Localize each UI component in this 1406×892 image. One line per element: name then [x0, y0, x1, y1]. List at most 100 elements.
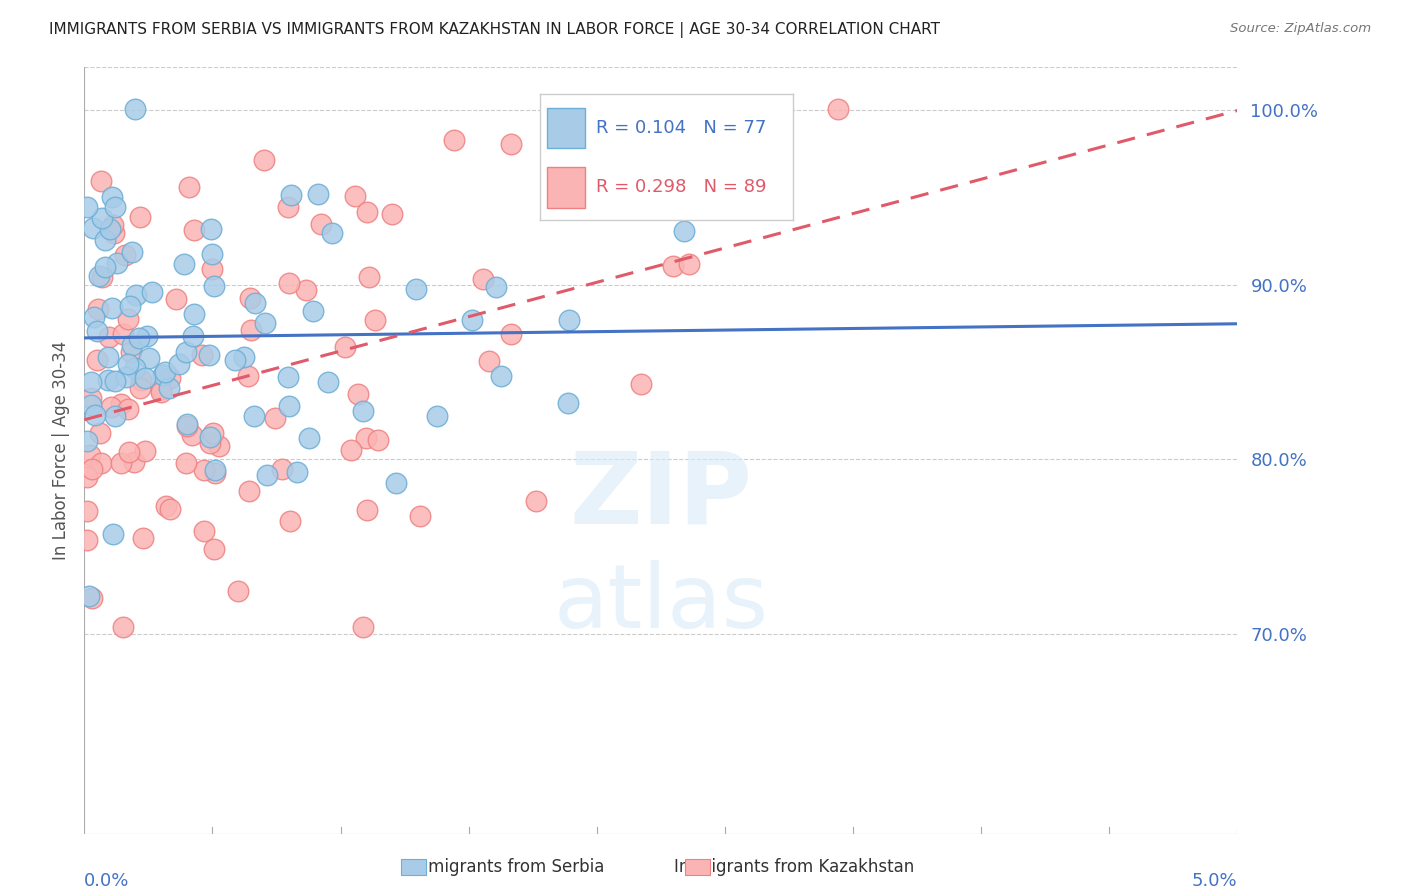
Point	[117, 402, 139, 417]
Point	[79, 448, 101, 462]
Point	[134, 371, 156, 385]
Text: Immigrants from Serbia: Immigrants from Serbia	[408, 858, 605, 876]
Point	[678, 257, 700, 271]
Point	[121, 337, 143, 351]
Point	[461, 313, 484, 327]
Point	[174, 344, 197, 359]
Point	[80, 398, 103, 412]
Point	[232, 350, 254, 364]
Point	[253, 153, 276, 167]
Point	[118, 299, 141, 313]
Point	[201, 261, 224, 276]
Point	[77, 589, 100, 603]
Point	[174, 456, 197, 470]
Point	[501, 326, 523, 341]
Point	[165, 293, 187, 307]
Point	[409, 508, 432, 523]
Point	[238, 484, 260, 499]
Point	[381, 207, 404, 221]
Point	[333, 339, 356, 353]
Point	[159, 501, 181, 516]
Point	[98, 330, 121, 344]
Point	[157, 381, 180, 395]
Point	[159, 370, 181, 384]
Point	[91, 270, 114, 285]
Point	[167, 357, 190, 371]
Point	[197, 347, 219, 361]
Point	[558, 312, 581, 326]
Point	[82, 462, 104, 476]
Point	[190, 348, 212, 362]
Point	[76, 434, 98, 448]
Point	[344, 188, 367, 202]
Point	[105, 256, 128, 270]
Point	[239, 292, 262, 306]
Point	[253, 317, 276, 331]
Point	[153, 365, 176, 379]
Point	[117, 311, 139, 326]
Point	[321, 227, 343, 241]
Text: 0.0%: 0.0%	[84, 872, 129, 890]
Point	[94, 260, 117, 274]
Point	[202, 278, 225, 293]
Point	[405, 281, 427, 295]
Point	[277, 200, 299, 214]
Point	[124, 102, 146, 116]
Point	[352, 404, 374, 418]
Point	[101, 218, 124, 232]
Bar	[401, 859, 426, 875]
Point	[89, 457, 111, 471]
Point	[295, 283, 318, 297]
Point	[76, 533, 98, 548]
Point	[243, 296, 266, 310]
Point	[236, 368, 259, 383]
Point	[202, 425, 225, 440]
Text: atlas: atlas	[553, 560, 769, 648]
Point	[129, 381, 152, 395]
Point	[307, 187, 329, 202]
Text: IMMIGRANTS FROM SERBIA VS IMMIGRANTS FROM KAZAKHSTAN IN LABOR FORCE | AGE 30-34 : IMMIGRANTS FROM SERBIA VS IMMIGRANTS FRO…	[49, 22, 941, 38]
Point	[200, 221, 222, 235]
Point	[364, 313, 387, 327]
Point	[367, 433, 389, 447]
Point	[149, 385, 172, 400]
Point	[80, 391, 103, 405]
Point	[385, 476, 408, 491]
Point	[141, 285, 163, 299]
Point	[489, 369, 512, 384]
Bar	[685, 859, 710, 875]
Point	[827, 102, 849, 116]
Point	[224, 353, 246, 368]
Point	[193, 524, 215, 538]
Point	[240, 323, 263, 337]
Point	[270, 462, 292, 476]
Point	[98, 222, 121, 236]
Point	[152, 368, 174, 383]
Point	[83, 310, 105, 324]
Point	[356, 205, 378, 219]
Point	[129, 210, 152, 224]
Point	[200, 435, 222, 450]
Point	[104, 200, 127, 214]
Point	[80, 376, 103, 390]
Point	[278, 399, 301, 413]
Point	[89, 426, 111, 441]
Point	[302, 304, 325, 318]
Point	[94, 234, 117, 248]
Point	[472, 272, 495, 286]
Point	[97, 351, 120, 365]
Point	[318, 375, 340, 389]
Point	[297, 431, 319, 445]
Point	[226, 584, 249, 599]
Point	[100, 401, 122, 415]
Point	[118, 445, 141, 459]
Point	[352, 620, 374, 634]
Point	[346, 386, 368, 401]
Point	[111, 327, 134, 342]
Point	[285, 465, 308, 479]
Point	[181, 428, 204, 442]
Point	[585, 102, 607, 116]
Point	[155, 500, 177, 514]
Point	[76, 200, 98, 214]
Point	[540, 175, 562, 189]
